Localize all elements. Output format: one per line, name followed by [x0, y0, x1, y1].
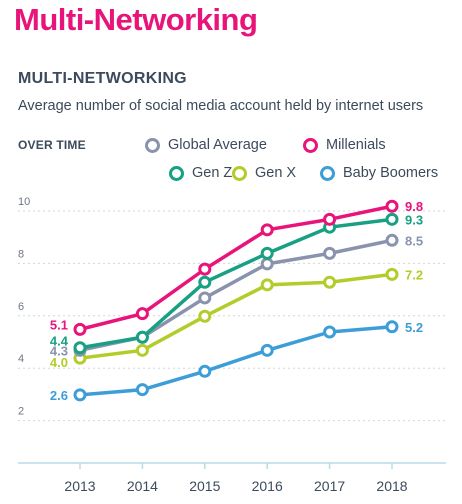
legend-marker-icon [232, 165, 247, 181]
data-point [323, 325, 337, 339]
start-value-label: 2.6 [50, 388, 68, 403]
legend-item-global-average: Global Average [145, 137, 267, 153]
data-point [198, 275, 212, 289]
legend-marker-icon [169, 165, 184, 181]
series-line [79, 325, 393, 397]
data-point [260, 246, 274, 260]
legend-marker-icon [320, 165, 335, 181]
data-point [135, 383, 149, 397]
start-value-label: 4.4 [50, 334, 69, 349]
data-point [385, 212, 399, 226]
page-title: Multi-Networking [14, 2, 258, 37]
data-point [260, 223, 274, 237]
data-point [198, 364, 212, 378]
data-point [135, 307, 149, 321]
legend-item-millenials: Millenials [303, 137, 386, 153]
legend-label: Global Average [168, 137, 267, 153]
legend-label: Gen Z [192, 165, 233, 181]
data-point [135, 330, 149, 344]
y-tick-label: 8 [18, 248, 24, 260]
data-point [135, 343, 149, 357]
legend-item-baby-boomers: Baby Boomers [320, 165, 438, 181]
legend-label: Baby Boomers [343, 165, 439, 181]
y-tick-label: 10 [18, 196, 30, 208]
data-point [73, 322, 87, 336]
legend-item-gen-x: Gen X [232, 165, 296, 181]
legend-label: Millenials [326, 137, 386, 153]
data-point [385, 199, 399, 213]
start-value-label: 4.3 [50, 343, 68, 358]
data-point [198, 262, 212, 276]
end-value-label: 5.2 [405, 320, 423, 335]
data-point [198, 291, 212, 305]
chart-title: MULTI-NETWORKING [18, 70, 187, 87]
data-point [260, 278, 274, 292]
x-tick-label: 2015 [189, 478, 220, 494]
chart-legend: Global Average Millenials Gen Z Gen X Ba… [0, 0, 462, 200]
legend-title: OVER TIME [18, 138, 86, 152]
series-line [79, 238, 393, 353]
end-value-label: 8.5 [405, 233, 423, 248]
legend-label: Gen X [255, 165, 297, 181]
series-line [79, 217, 393, 350]
data-point [385, 320, 399, 334]
data-point [385, 233, 399, 247]
end-value-label: 7.2 [405, 267, 423, 282]
x-tick-label: 2017 [314, 478, 345, 494]
data-point [198, 309, 212, 323]
legend-marker-icon [145, 137, 160, 153]
data-point [73, 388, 87, 402]
series-line [79, 272, 393, 360]
data-point [73, 341, 87, 355]
start-value-label: 4.0 [50, 355, 68, 370]
y-tick-label: 2 [18, 406, 24, 418]
start-value-label: 5.1 [50, 317, 68, 332]
data-point [323, 246, 337, 260]
legend-item-gen-z: Gen Z [169, 165, 232, 181]
data-point [260, 343, 274, 357]
data-point [385, 267, 399, 281]
end-value-label: 9.8 [405, 199, 423, 214]
x-tick-label: 2018 [376, 478, 407, 494]
chart-subtitle: Average number of social media account h… [18, 98, 424, 114]
y-tick-label: 4 [18, 353, 24, 365]
end-value-label: 9.3 [405, 212, 423, 227]
y-tick-label: 6 [18, 301, 24, 313]
data-point [323, 275, 337, 289]
data-point [260, 257, 274, 271]
series-line [79, 204, 393, 332]
x-tick-label: 2013 [64, 478, 95, 494]
x-tick-label: 2014 [127, 478, 158, 494]
x-tick-label: 2016 [252, 478, 283, 494]
legend-marker-icon [303, 137, 318, 153]
data-point [323, 212, 337, 226]
